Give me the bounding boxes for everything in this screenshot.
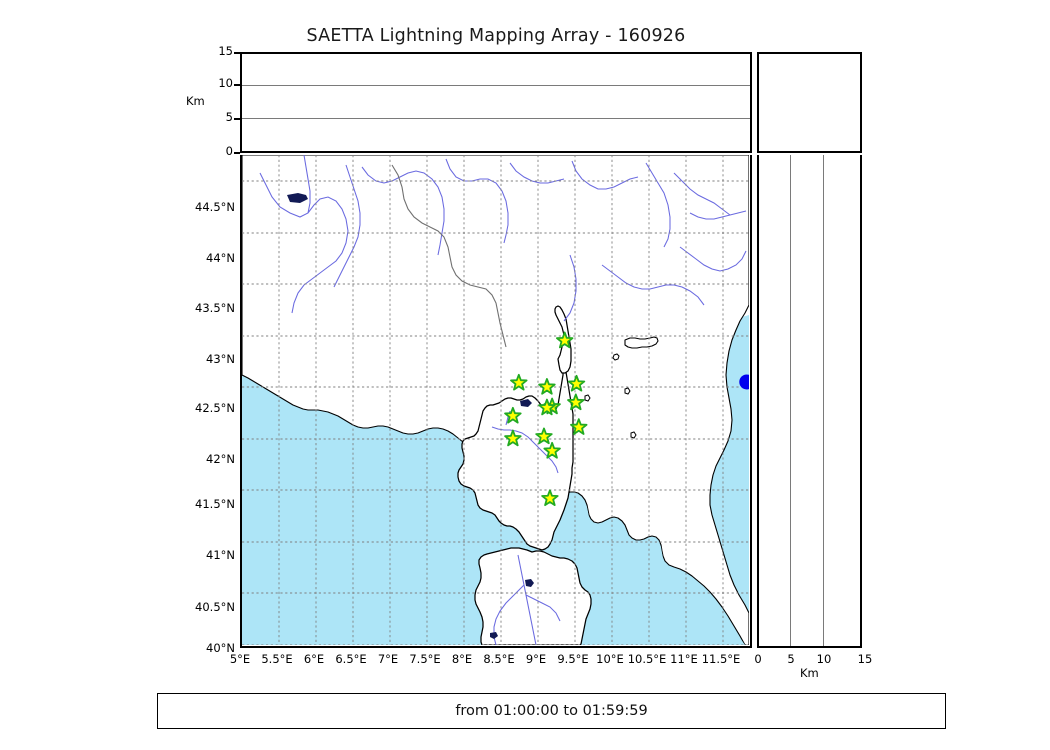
gridline-5km [242, 118, 750, 119]
tickmark [234, 84, 240, 86]
map-panel[interactable] [240, 155, 752, 648]
map-xtick-13: 11.5°E [701, 652, 741, 666]
map-xtick-7: 8.5°E [483, 652, 515, 666]
map-xtick-3: 6.5°E [335, 652, 367, 666]
lma-station-marker [570, 418, 588, 435]
gridline-5km-right [790, 155, 791, 646]
map-ytick-5: 42.5°N [195, 401, 235, 415]
lma-station-marker [538, 398, 556, 416]
lma-station-marker [567, 393, 585, 411]
right-xtick-5: 5 [787, 652, 795, 666]
map-ytick-8: 44°N [206, 251, 235, 265]
map-ytick-6: 43°N [206, 352, 235, 366]
map-ytick-9: 44.5°N [195, 200, 235, 214]
tickmark [234, 118, 240, 120]
map-ytick-4: 42°N [206, 452, 235, 466]
altitude-latitude-panel [757, 155, 862, 648]
map-xtick-12: 11°E [670, 652, 698, 666]
map-ytick-1: 40.5°N [195, 600, 235, 614]
gridline-10km [242, 85, 750, 86]
tickmark [234, 52, 240, 54]
map-xtick-4: 7°E [377, 652, 399, 666]
map-xtick-11: 10.5°E [627, 652, 667, 666]
page-title: SAETTA Lightning Mapping Array - 160926 [306, 26, 686, 46]
map-xtick-2: 6°E [303, 652, 325, 666]
altitude-histogram-panel [757, 52, 862, 153]
tickmark [234, 152, 240, 154]
top-ytick-5: 5 [225, 110, 233, 124]
time-window-box: from 01:00:00 to 01:59:59 [157, 693, 946, 729]
lma-station-marker [543, 441, 561, 459]
gridline-10km-right [823, 155, 824, 646]
lma-station-marker [535, 427, 553, 445]
lma-station-marker [510, 373, 528, 391]
map-ytick-7: 43.5°N [195, 301, 235, 315]
map-xtick-1: 5.5°E [261, 652, 293, 666]
altitude-longitude-panel [240, 52, 752, 153]
time-window-text: from 01:00:00 to 01:59:59 [455, 703, 648, 719]
lma-station-marker [556, 331, 574, 349]
map-xtick-9: 9.5°E [557, 652, 589, 666]
lma-station-marker [504, 406, 522, 424]
map-ytick-2: 41°N [206, 548, 235, 562]
map-ytick-3: 41.5°N [195, 497, 235, 511]
top-ytick-0: 0 [225, 144, 233, 158]
top-ytick-10: 10 [218, 76, 233, 90]
lma-station-marker [538, 378, 556, 395]
map-xtick-0: 5°E [229, 652, 251, 666]
top-ytick-15: 15 [218, 44, 233, 58]
top-panel-ylabel: Km [186, 94, 205, 108]
map-graphics [242, 155, 750, 646]
map-xtick-8: 9°E [525, 652, 547, 666]
right-xtick-15: 15 [857, 652, 873, 666]
right-panel-xlabel: Km [800, 666, 819, 680]
map-ytick-0: 40°N [206, 641, 235, 655]
right-xtick-0: 0 [754, 652, 762, 666]
lma-station-marker [504, 429, 522, 447]
map-xtick-5: 7.5°E [409, 652, 441, 666]
lma-station-marker [567, 374, 586, 392]
lma-station-marker [541, 489, 559, 507]
map-xtick-6: 8°E [451, 652, 473, 666]
map-xtick-10: 10°E [596, 652, 624, 666]
vhf-source-marker [739, 374, 750, 390]
right-xtick-10: 10 [816, 652, 832, 666]
